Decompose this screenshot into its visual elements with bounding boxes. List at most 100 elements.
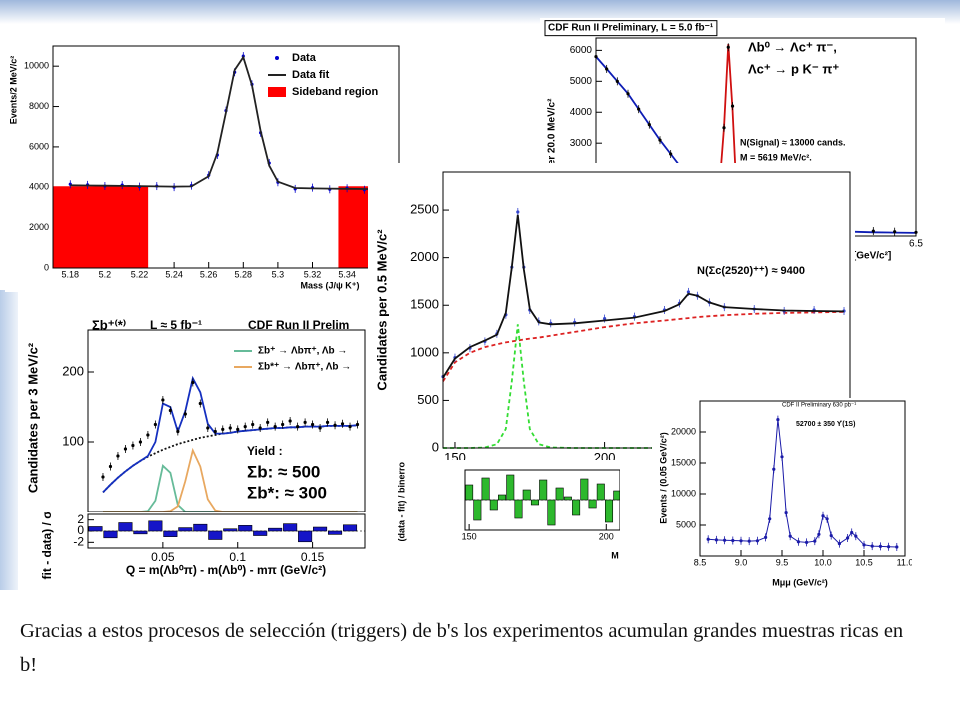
residual-bar: [522, 489, 531, 501]
data-point: [325, 420, 330, 424]
y-tick-label: 2500: [410, 202, 439, 217]
y-tick-label: 6000: [570, 45, 593, 56]
residual-bar: [596, 483, 605, 501]
data-point: [288, 419, 292, 423]
y-tick-label: 2000: [29, 222, 49, 232]
residual-bar: [588, 499, 597, 509]
residual-bar: [283, 523, 298, 532]
annotation: Λc⁺ → p K⁻ π⁺: [748, 61, 839, 76]
data-point: [168, 408, 172, 413]
annotation: CDF Run II Prelim: [248, 318, 349, 332]
data-point: [854, 534, 858, 538]
residual-bar: [178, 527, 193, 532]
annotation: Λb⁰ → Λc⁺ π⁻,: [748, 39, 837, 54]
y-axis-label: N per 20.0 MeV/c²: [547, 98, 558, 181]
data-point: [266, 420, 270, 424]
panel-background: [388, 462, 620, 565]
residual-bar: [328, 530, 343, 535]
plot-panel: 0 2000 4000 6000 8000 10000 5.18 5.2 5.22 5.24 5.2…: [5, 40, 410, 292]
residual-bar: [163, 530, 178, 537]
data-point: [706, 537, 710, 541]
plot-panel: 150 200 (data - fit) / binerror M: [388, 458, 620, 565]
data-point: [251, 422, 255, 427]
annotation: M = 5619 MeV/c².: [740, 152, 812, 162]
data-point: [871, 229, 875, 233]
data-point: [116, 454, 120, 458]
data-point: [228, 426, 232, 430]
data-point: [615, 79, 619, 83]
legend-label: Σb⁺ → Λbπ⁺, Λb →: [258, 346, 347, 357]
data-point: [318, 426, 322, 430]
plot-frame: [87, 513, 366, 549]
data-point: [722, 126, 726, 130]
y-tick-label: 5000: [570, 76, 593, 87]
residual-bar: [208, 530, 223, 540]
data-point: [310, 422, 315, 427]
data-point: [788, 534, 792, 538]
residual-bar: [313, 526, 328, 532]
legend-label: Data fit: [292, 69, 330, 81]
data-point: [603, 316, 607, 321]
data-point: [605, 67, 609, 71]
residual-bar: [133, 530, 148, 535]
y-tick-label: 1500: [410, 297, 439, 312]
x-tick-label: 9.5: [776, 558, 789, 568]
data-point: [626, 92, 630, 96]
data-point: [862, 543, 866, 547]
annotation: 52700 ± 350 ϒ(1S): [796, 421, 855, 428]
data-point: [878, 544, 883, 548]
x-axis-label: Mass (J/ψ K⁺): [300, 280, 359, 290]
x-tick-label: 200: [594, 450, 616, 465]
data-point: [784, 510, 788, 515]
data-point: [206, 426, 210, 430]
x-tick-label: 8.5: [694, 558, 707, 568]
chart-title: CDF Run II Preliminary, L = 5.0 fb⁻¹: [548, 23, 714, 34]
data-point: [303, 420, 307, 424]
data-point: [768, 517, 772, 521]
x-tick-label: 10.5: [855, 558, 873, 568]
y-axis-label: Candidates per 3 MeV/c²: [25, 342, 40, 493]
x-tick-label: 0.1: [229, 550, 246, 564]
y-tick-label: 2000: [410, 249, 439, 264]
annotation: N(Signal) ≈ 13000 cands.: [740, 137, 845, 147]
annotation: N(Σc(2520)⁺⁺) ≈ 9400: [697, 265, 805, 277]
y-axis-label: fit - data) / σ: [40, 511, 54, 580]
data-point: [647, 123, 651, 127]
x-tick-label: 0.15: [301, 550, 325, 564]
y-tick-label: 500: [417, 392, 439, 407]
data-point: [258, 426, 262, 430]
x-axis-label: Mμμ (GeV/c²): [772, 577, 828, 587]
residual-bar: [580, 478, 589, 501]
residual-bar: [539, 479, 548, 501]
data-point: [516, 210, 520, 214]
y-tick-label: 5000: [676, 519, 696, 529]
data-point: [355, 422, 360, 427]
data-point: [772, 467, 776, 471]
data-point: [730, 104, 735, 108]
chart-title: CDF II Preliminary 630 pb⁻¹: [782, 403, 856, 409]
data-point: [714, 538, 719, 542]
slide-text: Gracias a estos procesos de selección (t…: [20, 620, 904, 676]
data-point: [333, 423, 337, 427]
annotation: Σb: ≈ 500: [247, 462, 320, 481]
data-point: [850, 530, 854, 535]
y-tick-label: 15000: [671, 457, 696, 467]
data-point: [731, 538, 735, 543]
y-axis-label: (data - fit) / binerror: [396, 458, 406, 541]
data-point: [686, 290, 690, 294]
y-tick-label: 10000: [24, 61, 49, 71]
data-point: [221, 427, 225, 431]
data-point: [817, 532, 821, 536]
plot-frame: [52, 45, 400, 269]
data-point: [637, 107, 641, 111]
y-tick-label: 0: [77, 523, 84, 537]
x-tick-label: 5.32: [304, 270, 322, 280]
annotation: Σb*: ≈ 300: [247, 483, 327, 502]
title-box: [544, 20, 718, 37]
data-point: [131, 443, 135, 448]
data-point: [183, 412, 187, 416]
data-point: [340, 422, 345, 426]
residual-bar: [223, 528, 238, 532]
data-point: [138, 440, 143, 444]
data-point: [755, 539, 760, 543]
